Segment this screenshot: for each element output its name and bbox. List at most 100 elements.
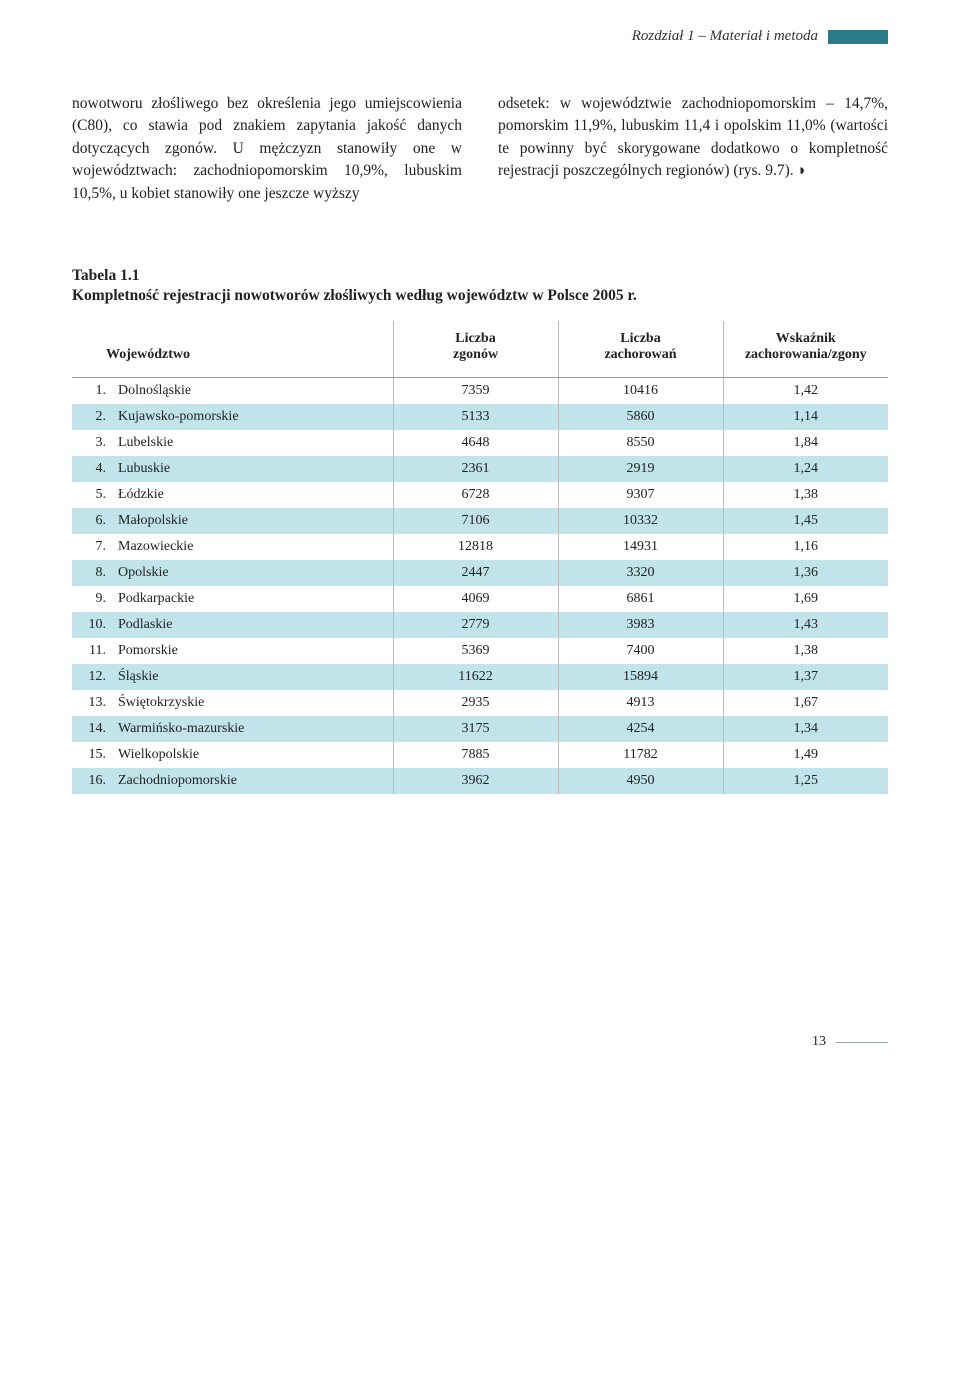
row-index: 15. <box>80 747 106 763</box>
table-row: 14.Warmińsko-mazurskie317542541,34 <box>72 716 888 742</box>
row-name: Małopolskie <box>118 513 188 529</box>
cell-wskaznik: 1,67 <box>723 690 888 716</box>
row-index: 12. <box>80 669 106 685</box>
cell-zgony: 2779 <box>393 612 558 638</box>
cell-zgony: 5369 <box>393 638 558 664</box>
row-index: 1. <box>80 383 106 399</box>
col-header-wskaznik: Wskaźnik zachorowania/zgony <box>723 321 888 378</box>
cell-name: 16. Zachodniopomorskie <box>72 768 393 794</box>
row-name: Pomorskie <box>118 643 178 659</box>
table-row: 12.Śląskie11622158941,37 <box>72 664 888 690</box>
cell-wskaznik: 1,37 <box>723 664 888 690</box>
cell-zgony: 2361 <box>393 456 558 482</box>
page-footer: 13 <box>72 1034 888 1050</box>
voivodeship-table: Województwo Liczba zgonów Liczba zachoro… <box>72 321 888 794</box>
body-text: nowotworu złośliwego bez określenia jego… <box>72 93 888 205</box>
table-row: 4.Lubuskie236129191,24 <box>72 456 888 482</box>
table-row: 2.Kujawsko-pomorskie513358601,14 <box>72 404 888 430</box>
cell-name: 13. Świętokrzyskie <box>72 690 393 716</box>
cell-zgony: 7106 <box>393 508 558 534</box>
table-row: 7.Mazowieckie12818149311,16 <box>72 534 888 560</box>
cell-name: 7. Mazowieckie <box>72 534 393 560</box>
cell-zachorowania: 6861 <box>558 586 723 612</box>
row-index: 3. <box>80 435 106 451</box>
cell-wskaznik: 1,84 <box>723 430 888 456</box>
row-name: Lubelskie <box>118 435 173 451</box>
cell-wskaznik: 1,69 <box>723 586 888 612</box>
row-name: Podlaskie <box>118 617 172 633</box>
cell-name: 2. Kujawsko-pomorskie <box>72 404 393 430</box>
cell-name: 12. Śląskie <box>72 664 393 690</box>
row-name: Podkarpackie <box>118 591 194 607</box>
cell-wskaznik: 1,49 <box>723 742 888 768</box>
table-caption: Kompletność rejestracji nowotworów złośl… <box>72 287 888 305</box>
header-accent-bar <box>828 30 888 44</box>
cell-wskaznik: 1,38 <box>723 482 888 508</box>
cell-wskaznik: 1,45 <box>723 508 888 534</box>
row-name: Śląskie <box>118 669 158 685</box>
cell-zachorowania: 3983 <box>558 612 723 638</box>
cell-name: 11. Pomorskie <box>72 638 393 664</box>
cell-wskaznik: 1,34 <box>723 716 888 742</box>
cell-wskaznik: 1,43 <box>723 612 888 638</box>
cell-name: 14.Warmińsko-mazurskie <box>72 716 393 742</box>
table-row: 3.Lubelskie464885501,84 <box>72 430 888 456</box>
cell-zachorowania: 10332 <box>558 508 723 534</box>
col-header-zachorowania: Liczba zachorowań <box>558 321 723 378</box>
cell-wskaznik: 1,38 <box>723 638 888 664</box>
row-index: 14. <box>80 721 106 737</box>
cell-zgony: 3175 <box>393 716 558 742</box>
cell-wskaznik: 1,42 <box>723 378 888 405</box>
table-row: 16.Zachodniopomorskie396249501,25 <box>72 768 888 794</box>
cell-zachorowania: 10416 <box>558 378 723 405</box>
cell-name: 3. Lubelskie <box>72 430 393 456</box>
row-index: 5. <box>80 487 106 503</box>
cell-zachorowania: 4254 <box>558 716 723 742</box>
body-column-left: nowotworu złośliwego bez określenia jego… <box>72 93 462 205</box>
cell-zgony: 7359 <box>393 378 558 405</box>
cell-zachorowania: 8550 <box>558 430 723 456</box>
cell-name: 5. Łódzkie <box>72 482 393 508</box>
cell-name: 15. Wielkopolskie <box>72 742 393 768</box>
row-index: 2. <box>80 409 106 425</box>
row-index: 13. <box>80 695 106 711</box>
row-name: Opolskie <box>118 565 169 581</box>
row-name: Łódzkie <box>118 487 164 503</box>
body-column-right: odsetek: w województwie zachodniopomorsk… <box>498 93 888 205</box>
table-row: 8.Opolskie244733201,36 <box>72 560 888 586</box>
page-number: 13 <box>812 1034 826 1050</box>
row-index: 16. <box>80 773 106 789</box>
row-index: 11. <box>80 643 106 659</box>
chapter-title: Rozdział 1 – Materiał i metoda <box>632 28 818 45</box>
row-name: Wielkopolskie <box>118 747 199 763</box>
row-name: Kujawsko-pomorskie <box>118 409 239 425</box>
row-name: Świętokrzyskie <box>118 695 204 711</box>
row-index: 7. <box>80 539 106 555</box>
cell-wskaznik: 1,25 <box>723 768 888 794</box>
col-header-zgony: Liczba zgonów <box>393 321 558 378</box>
table-row: 13.Świętokrzyskie293549131,67 <box>72 690 888 716</box>
cell-wskaznik: 1,16 <box>723 534 888 560</box>
cell-zgony: 7885 <box>393 742 558 768</box>
cell-wskaznik: 1,36 <box>723 560 888 586</box>
cell-zachorowania: 9307 <box>558 482 723 508</box>
table-row: 9.Podkarpackie406968611,69 <box>72 586 888 612</box>
cell-name: 1.Dolnośląskie <box>72 378 393 405</box>
cell-zgony: 6728 <box>393 482 558 508</box>
row-name: Zachodniopomorskie <box>118 773 237 789</box>
col-header-wojewodztwo: Województwo <box>72 321 393 378</box>
table-label: Tabela 1.1 <box>72 267 888 285</box>
cell-name: 10.Podlaskie <box>72 612 393 638</box>
row-name: Mazowieckie <box>118 539 193 555</box>
cell-zgony: 12818 <box>393 534 558 560</box>
footer-rule <box>836 1042 888 1043</box>
table-row: 1.Dolnośląskie7359104161,42 <box>72 378 888 405</box>
row-name: Lubuskie <box>118 461 170 477</box>
cell-zgony: 5133 <box>393 404 558 430</box>
cell-zachorowania: 2919 <box>558 456 723 482</box>
cell-name: 8.Opolskie <box>72 560 393 586</box>
cell-zgony: 2935 <box>393 690 558 716</box>
cell-name: 9.Podkarpackie <box>72 586 393 612</box>
cell-name: 4.Lubuskie <box>72 456 393 482</box>
cell-zgony: 4069 <box>393 586 558 612</box>
